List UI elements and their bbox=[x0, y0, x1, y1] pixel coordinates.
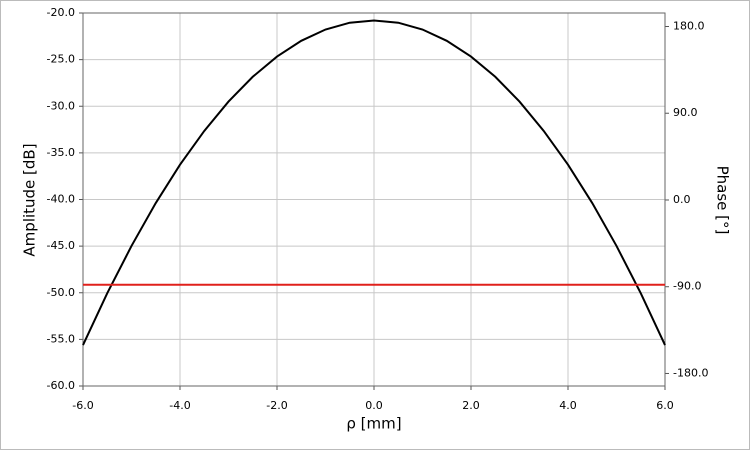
x-tick-label: 0.0 bbox=[365, 399, 383, 412]
y2-tick-label: -90.0 bbox=[673, 280, 701, 293]
y-axis-label: Amplitude [dB] bbox=[21, 143, 39, 256]
x-tick-label: -6.0 bbox=[72, 399, 93, 412]
plot-border bbox=[82, 12, 666, 387]
y-tick-label: -35.0 bbox=[47, 146, 75, 159]
y2-tick-label: -180.0 bbox=[673, 366, 708, 379]
x-tick-label: 2.0 bbox=[462, 399, 480, 412]
y-tick-label: -30.0 bbox=[47, 99, 75, 112]
y-tick-label: -25.0 bbox=[47, 53, 75, 66]
series-line bbox=[82, 19, 666, 346]
x-tick-label: 4.0 bbox=[559, 399, 577, 412]
y-tick-label: -50.0 bbox=[47, 286, 75, 299]
x-tick-label: 6.0 bbox=[656, 399, 674, 412]
y2-tick-label: 180.0 bbox=[673, 19, 705, 32]
y2-tick-label: 0.0 bbox=[673, 193, 691, 206]
y2-tick-label: 90.0 bbox=[673, 106, 698, 119]
x-tick-label: -4.0 bbox=[169, 399, 190, 412]
y-tick-label: -20.0 bbox=[47, 6, 75, 19]
y2-axis-label: Phase [°] bbox=[714, 166, 732, 235]
x-tick-label: -2.0 bbox=[266, 399, 287, 412]
y-tick-label: -60.0 bbox=[47, 379, 75, 392]
y-tick-label: -45.0 bbox=[47, 239, 75, 252]
y-tick-label: -55.0 bbox=[47, 332, 75, 345]
y-tick-label: -40.0 bbox=[47, 193, 75, 206]
x-axis-label: ρ [mm] bbox=[346, 415, 401, 433]
